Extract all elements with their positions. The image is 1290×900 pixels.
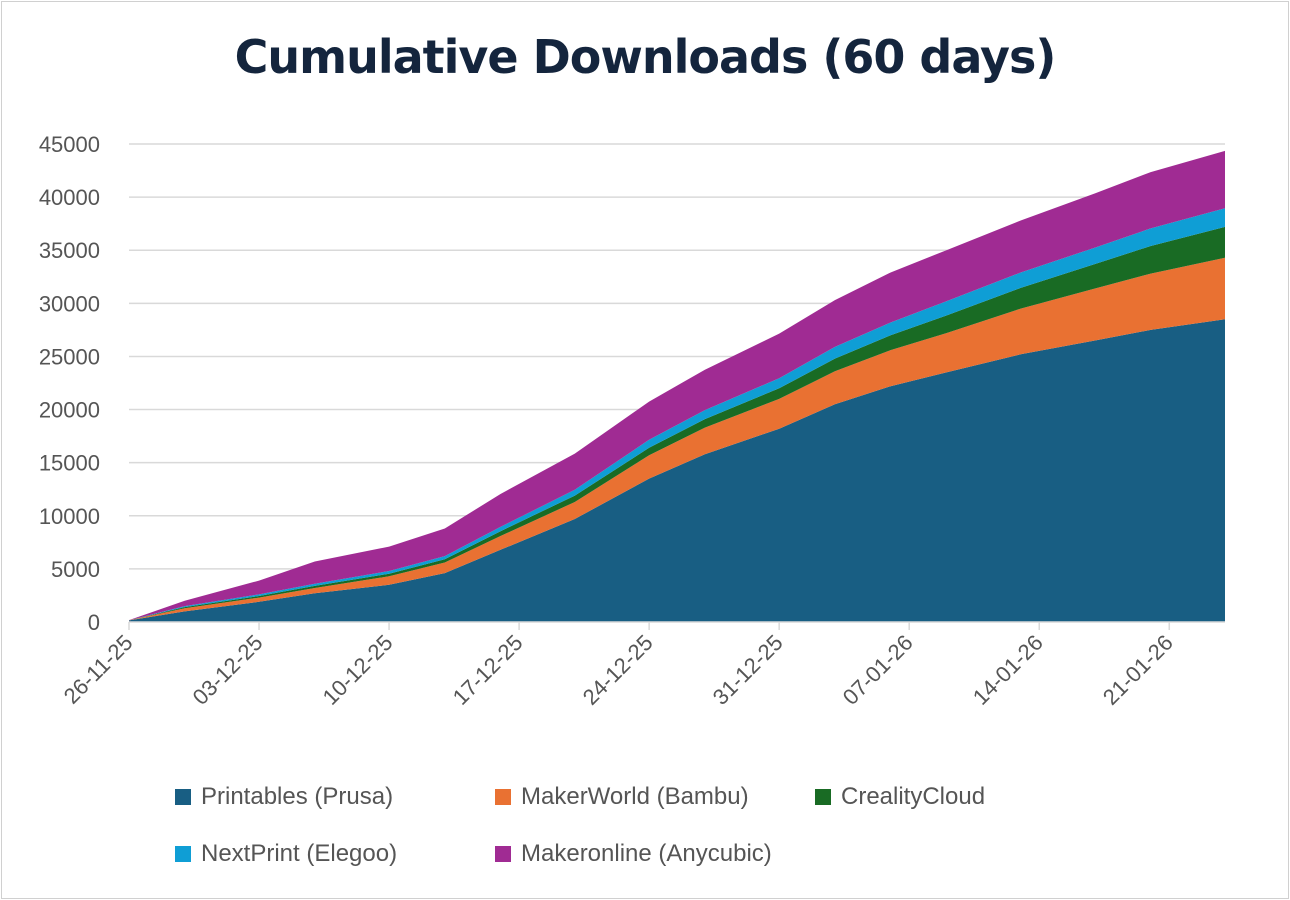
y-tick-label: 10000 [39,504,100,529]
x-tick-label: 31-12-25 [708,630,788,710]
y-tick-label: 40000 [39,185,100,210]
y-tick-label: 45000 [39,132,100,157]
y-tick-labels: 0 5000 10000 15000 20000 25000 30000 35000 40000… [39,132,100,635]
area-makerworld-bambu [129,257,1225,621]
area-printables-prusa [129,319,1225,622]
area-nextprint-elegoo [129,208,1225,621]
y-tick-label: 30000 [39,291,100,316]
y-tick-label: 5000 [51,557,100,582]
y-tick-label: 25000 [39,344,100,369]
x-tick-labels: 26-11-25 03-12-25 10-12-25 17-12-25 24-12-25… [59,630,1178,710]
x-tick-label: 14-01-26 [968,630,1048,710]
x-tick-label: 03-12-25 [188,630,268,710]
y-tick-label: 20000 [39,398,100,423]
x-tick-label: 07-01-26 [838,630,918,710]
chart-title: Cumulative Downloads (60 days) [234,30,1057,84]
x-tick-label: 24-12-25 [578,630,658,710]
area-series [129,150,1225,622]
x-axis [128,621,1225,630]
x-tick-label: 26-11-25 [59,630,138,709]
y-tick-label: 35000 [39,238,100,263]
x-tick-label: 17-12-25 [448,630,528,710]
x-tick-label: 10-12-25 [318,630,398,710]
y-tick-label: 0 [88,610,100,635]
area-crealitycloud [129,226,1225,621]
x-tick-label: 21-01-26 [1098,630,1178,710]
area-makeronline-anycubic [129,150,1225,621]
y-tick-label: 15000 [39,451,100,476]
